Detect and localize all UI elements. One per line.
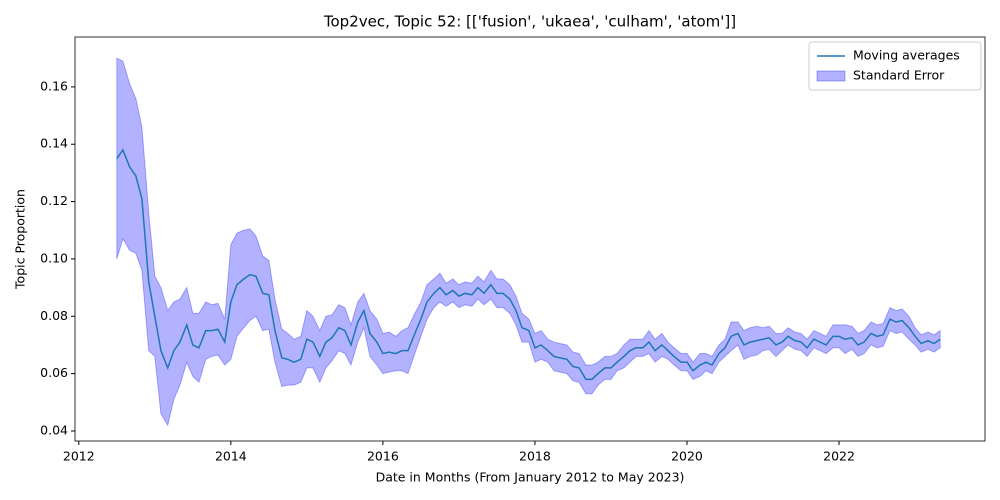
y-axis-label: Topic Proportion: [13, 189, 28, 290]
x-tick-label: 2022: [823, 449, 855, 464]
chart-title: Top2vec, Topic 52: [['fusion', 'ukaea', …: [323, 13, 736, 31]
legend-box: [808, 41, 982, 91]
y-tick-label: 0.16: [40, 78, 68, 93]
y-tick-label: 0.10: [40, 250, 68, 265]
plot-frame: [74, 36, 986, 442]
legend-patch: [816, 70, 846, 82]
error-band: [116, 57, 941, 427]
y-tick-label: 0.04: [40, 422, 68, 437]
x-tick-label: 2012: [63, 449, 95, 464]
x-tick-label: 2020: [671, 449, 703, 464]
y-tick-label: 0.14: [40, 136, 68, 151]
line: [116, 148, 941, 381]
legend-label: Standard Error: [853, 68, 945, 83]
legend-label: Moving averages: [853, 48, 960, 63]
y-tick-label: 0.08: [40, 308, 68, 323]
x-tick-label: 2018: [519, 449, 551, 464]
y-tick-label: 0.06: [40, 365, 68, 380]
x-axis-label: Date in Months (From January 2012 to May…: [376, 470, 685, 485]
x-tick-label: 2016: [367, 449, 399, 464]
x-tick-label: 2014: [215, 449, 247, 464]
y-tick-label: 0.12: [40, 193, 68, 208]
